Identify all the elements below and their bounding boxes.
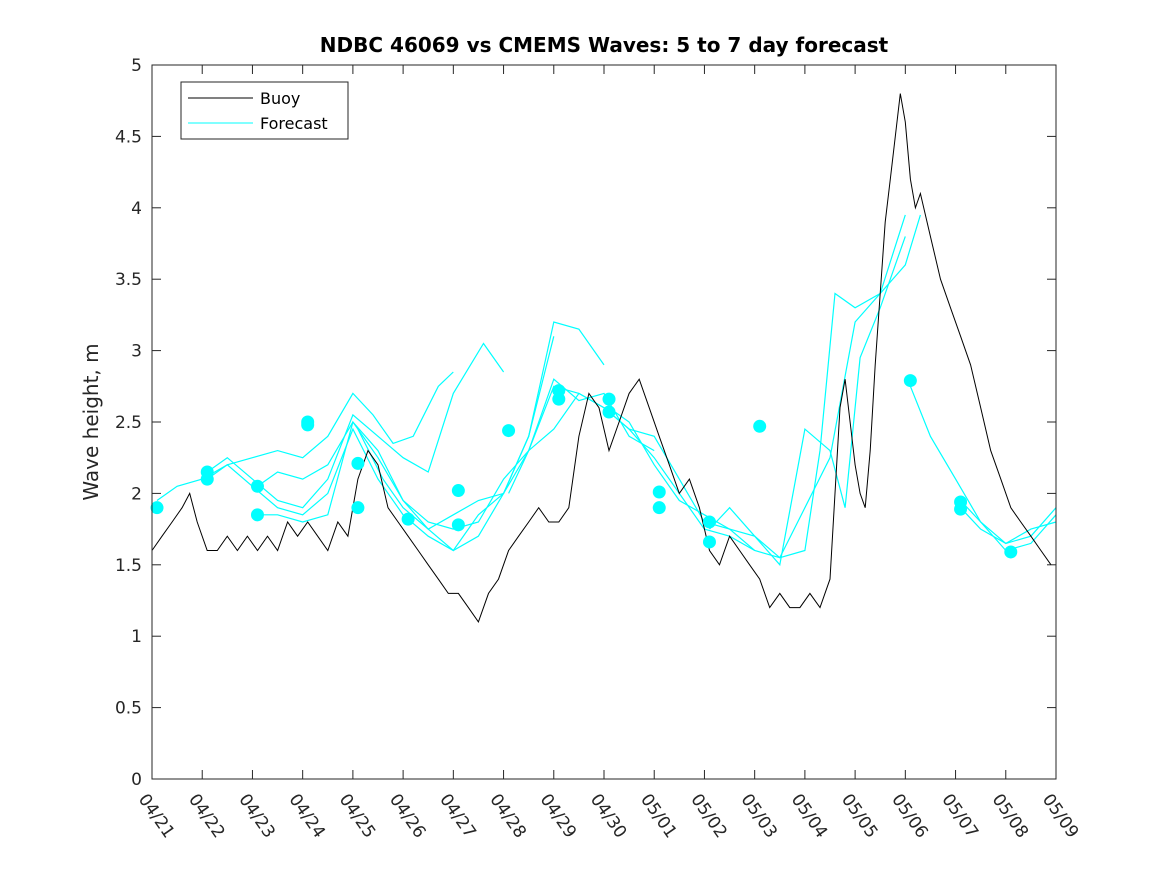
forecast-line xyxy=(960,507,1057,545)
forecast-start-point xyxy=(702,535,716,549)
forecast-start-point xyxy=(150,501,164,515)
y-tick-label: 3 xyxy=(131,342,142,362)
forecast-start-point xyxy=(250,508,264,522)
forecast-start-point xyxy=(451,484,465,498)
legend-buoy-label: Buoy xyxy=(260,89,300,108)
forecast-start-point xyxy=(652,501,666,515)
forecast-start-point xyxy=(652,485,666,499)
forecast-start-point xyxy=(200,472,214,486)
forecast-start-point xyxy=(602,392,616,406)
plot-background xyxy=(152,65,1056,779)
forecast-start-point xyxy=(602,405,616,419)
forecast-start-point xyxy=(903,374,917,388)
forecast-start-point xyxy=(351,456,365,470)
forecast-start-point xyxy=(250,479,264,493)
y-tick-label: 0.5 xyxy=(115,699,142,719)
legend: Buoy Forecast xyxy=(180,81,349,140)
y-tick-label: 5 xyxy=(131,56,142,76)
legend-forecast-label: Forecast xyxy=(260,114,328,133)
y-tick-label: 3.5 xyxy=(115,270,142,290)
forecast-start-point xyxy=(1004,545,1018,559)
forecast-start-point xyxy=(702,515,716,529)
chart-title: NDBC 46069 vs CMEMS Waves: 5 to 7 day fo… xyxy=(320,33,889,57)
forecast-start-point xyxy=(351,501,365,515)
y-axis-label: Wave height, m xyxy=(79,343,103,500)
legend-box xyxy=(180,81,349,140)
forecast-line xyxy=(709,236,906,567)
forecast-start-point xyxy=(753,419,767,433)
forecast-start-point xyxy=(954,502,968,516)
y-tick-label: 2.5 xyxy=(115,413,142,433)
series-layer xyxy=(150,93,1057,623)
plot-area xyxy=(152,65,1056,779)
y-tick-label: 1 xyxy=(131,627,142,647)
forecast-line xyxy=(508,214,921,559)
y-tick-label: 1.5 xyxy=(115,556,142,576)
forecast-line xyxy=(206,336,555,552)
forecast-start-point xyxy=(451,518,465,532)
forecast-line xyxy=(206,342,505,509)
buoy-line xyxy=(151,93,1052,623)
y-axis-ticks: 0 0.5 1 1.5 2 2.5 3 3.5 4 4.5 5 xyxy=(115,56,1056,790)
forecast-start-point xyxy=(401,512,415,526)
forecast-start-point xyxy=(502,424,516,438)
y-tick-label: 4.5 xyxy=(115,127,142,147)
y-tick-label: 0 xyxy=(131,770,142,790)
forecast-start-point xyxy=(301,418,315,432)
y-tick-label: 2 xyxy=(131,484,142,504)
forecast-line xyxy=(608,214,906,559)
y-tick-label: 4 xyxy=(131,199,142,219)
forecast-start-point xyxy=(552,392,566,406)
